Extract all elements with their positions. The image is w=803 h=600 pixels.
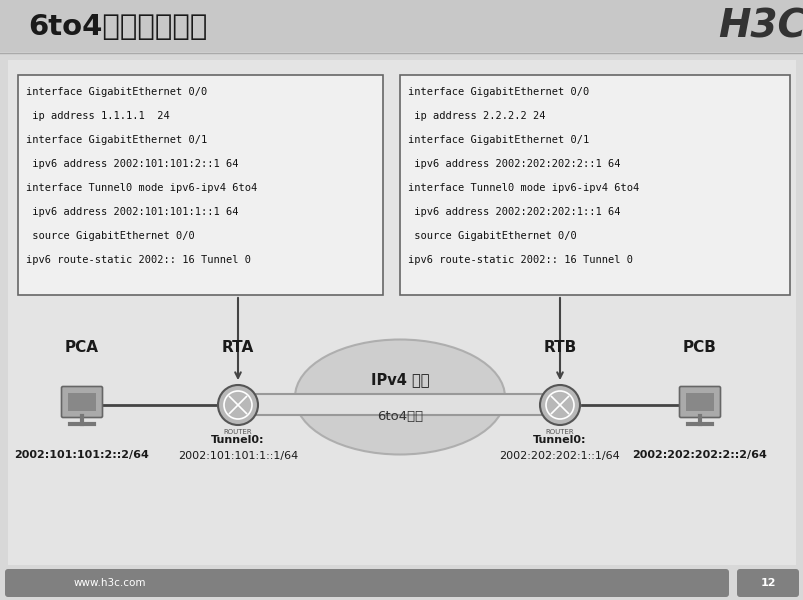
Text: ROUTER: ROUTER [545,429,573,435]
Text: 2002:202:202:1::1/64: 2002:202:202:1::1/64 [499,451,620,461]
Text: interface GigabitEthernet 0/0: interface GigabitEthernet 0/0 [26,87,207,97]
Text: source GigabitEthernet 0/0: source GigabitEthernet 0/0 [26,231,194,241]
FancyBboxPatch shape [736,569,798,597]
Text: Tunnel0:: Tunnel0: [532,435,586,445]
Text: PCA: PCA [65,340,99,355]
Text: 2002:202:202:2::2/64: 2002:202:202:2::2/64 [632,450,767,460]
Text: interface Tunnel0 mode ipv6-ipv4 6to4: interface Tunnel0 mode ipv6-ipv4 6to4 [407,183,638,193]
Ellipse shape [295,340,504,455]
Text: 2002:101:101:2::2/64: 2002:101:101:2::2/64 [14,450,149,460]
FancyBboxPatch shape [0,0,803,52]
Text: www.h3c.com: www.h3c.com [74,578,146,588]
Circle shape [218,385,258,425]
FancyBboxPatch shape [8,60,795,565]
Text: interface GigabitEthernet 0/1: interface GigabitEthernet 0/1 [26,135,207,145]
Text: ipv6 address 2002:202:202:1::1 64: ipv6 address 2002:202:202:1::1 64 [407,207,620,217]
Text: PCB: PCB [683,340,716,355]
Text: ROUTER: ROUTER [223,429,252,435]
Text: IPv4 网络: IPv4 网络 [370,373,429,388]
Text: 6to4隧道配置示例: 6to4隧道配置示例 [28,13,207,41]
Text: Tunnel0:: Tunnel0: [211,435,264,445]
FancyBboxPatch shape [18,75,382,295]
Text: interface Tunnel0 mode ipv6-ipv4 6to4: interface Tunnel0 mode ipv6-ipv4 6to4 [26,183,257,193]
Text: ip address 1.1.1.1  24: ip address 1.1.1.1 24 [26,111,169,121]
FancyBboxPatch shape [685,393,713,411]
Text: ipv6 address 2002:101:101:1::1 64: ipv6 address 2002:101:101:1::1 64 [26,207,238,217]
Text: ipv6 address 2002:202:202:2::1 64: ipv6 address 2002:202:202:2::1 64 [407,159,620,169]
Text: RTB: RTB [543,340,576,355]
FancyBboxPatch shape [68,393,96,411]
Text: ipv6 route-static 2002:: 16 Tunnel 0: ipv6 route-static 2002:: 16 Tunnel 0 [407,255,632,265]
Text: RTA: RTA [222,340,254,355]
Text: H3C: H3C [717,8,803,46]
FancyBboxPatch shape [5,569,728,597]
Text: ipv6 route-static 2002:: 16 Tunnel 0: ipv6 route-static 2002:: 16 Tunnel 0 [26,255,251,265]
Text: 2002:101:101:1::1/64: 2002:101:101:1::1/64 [177,451,298,461]
Text: 6to4隧道: 6to4隧道 [377,410,422,424]
Text: interface GigabitEthernet 0/1: interface GigabitEthernet 0/1 [407,135,589,145]
FancyBboxPatch shape [400,75,789,295]
FancyBboxPatch shape [679,386,719,418]
Text: interface GigabitEthernet 0/0: interface GigabitEthernet 0/0 [407,87,589,97]
Text: ipv6 address 2002:101:101:2::1 64: ipv6 address 2002:101:101:2::1 64 [26,159,238,169]
Text: ip address 2.2.2.2 24: ip address 2.2.2.2 24 [407,111,544,121]
Circle shape [540,385,579,425]
Text: 12: 12 [760,578,775,588]
FancyBboxPatch shape [251,394,545,415]
Text: source GigabitEthernet 0/0: source GigabitEthernet 0/0 [407,231,576,241]
FancyBboxPatch shape [61,386,102,418]
